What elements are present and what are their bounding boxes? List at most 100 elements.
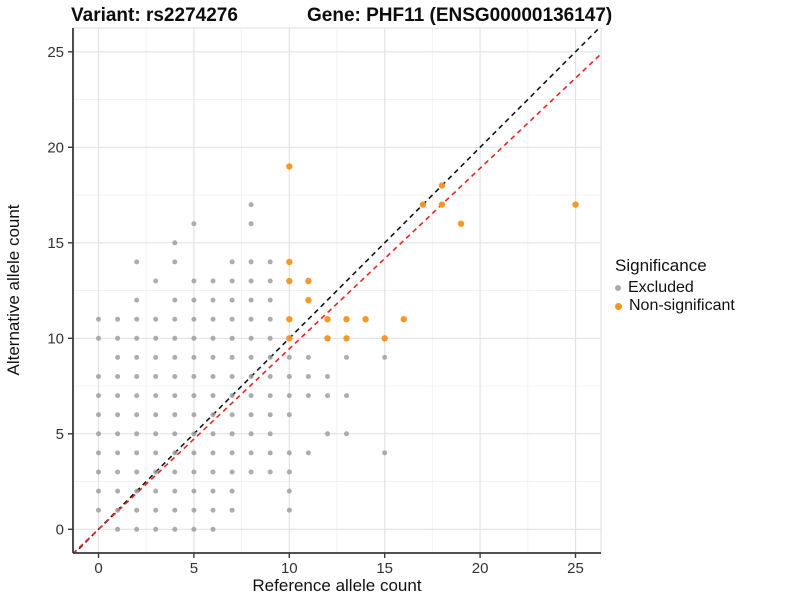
data-point xyxy=(267,259,273,265)
data-point xyxy=(172,412,178,418)
data-point xyxy=(172,335,178,341)
data-point xyxy=(305,296,312,304)
data-point xyxy=(191,412,197,418)
data-point xyxy=(210,431,216,437)
y-tick-label: 15 xyxy=(47,235,64,252)
data-point xyxy=(210,335,216,341)
data-point xyxy=(172,526,178,532)
data-point xyxy=(400,316,407,323)
data-point xyxy=(210,488,216,494)
data-point xyxy=(229,354,235,360)
data-point xyxy=(324,335,331,342)
data-point xyxy=(248,374,254,379)
data-point xyxy=(248,335,254,341)
data-point xyxy=(191,335,197,341)
data-point xyxy=(362,316,369,323)
data-point xyxy=(305,277,312,285)
data-point xyxy=(115,374,121,379)
data-point xyxy=(153,374,159,379)
data-point xyxy=(191,431,197,437)
data-point xyxy=(344,393,349,399)
x-tick-label: 10 xyxy=(281,560,298,577)
data-point xyxy=(248,316,254,322)
data-point xyxy=(96,469,101,475)
identity-line xyxy=(73,28,601,553)
data-point xyxy=(191,469,197,475)
data-point xyxy=(305,393,311,399)
data-point xyxy=(267,297,273,303)
data-point xyxy=(229,374,235,379)
data-point xyxy=(191,488,197,494)
data-point xyxy=(344,354,349,360)
data-point xyxy=(267,335,273,341)
data-point xyxy=(191,278,197,284)
x-tick-label: 15 xyxy=(376,560,393,577)
data-point xyxy=(115,469,121,475)
data-point xyxy=(96,488,101,494)
data-point xyxy=(248,221,254,227)
data-point xyxy=(325,393,330,399)
data-point xyxy=(267,431,273,437)
data-point xyxy=(286,335,293,342)
data-point xyxy=(134,507,140,513)
data-point xyxy=(153,488,159,494)
data-point xyxy=(191,374,197,379)
data-point xyxy=(134,526,140,532)
data-point xyxy=(172,431,178,437)
axes: 0 5 10 15 20 25 0 5 10 15 20 25 xyxy=(47,28,601,577)
data-point xyxy=(210,526,216,532)
x-tick-label: 25 xyxy=(567,560,584,577)
data-point xyxy=(172,354,178,360)
legend: Significance Excluded Non-significant xyxy=(615,256,735,315)
data-point xyxy=(153,354,159,360)
data-point xyxy=(248,202,254,208)
data-point xyxy=(286,316,293,323)
data-point xyxy=(134,412,140,418)
data-point xyxy=(229,335,235,341)
data-point xyxy=(115,354,121,360)
data-point xyxy=(172,450,178,456)
data-point xyxy=(115,488,121,494)
data-point xyxy=(286,277,293,285)
data-point xyxy=(134,374,140,379)
data-point xyxy=(229,259,235,265)
data-point xyxy=(210,450,216,456)
data-point xyxy=(286,258,293,266)
data-point xyxy=(229,393,235,399)
data-point xyxy=(172,316,178,322)
data-point xyxy=(96,412,101,418)
data-point xyxy=(115,450,121,456)
data-point xyxy=(191,450,197,456)
data-point xyxy=(248,297,254,303)
data-point xyxy=(153,335,159,341)
data-point xyxy=(153,431,159,437)
data-point xyxy=(248,450,254,456)
x-tick-label: 20 xyxy=(472,560,489,577)
data-point xyxy=(153,316,159,322)
data-point xyxy=(172,297,178,303)
data-point xyxy=(229,450,235,456)
data-point xyxy=(210,393,216,399)
series-non-significant xyxy=(286,163,579,342)
data-point xyxy=(438,201,446,208)
data-point xyxy=(153,393,159,399)
data-point xyxy=(457,220,465,227)
data-point xyxy=(172,393,178,399)
data-point xyxy=(381,335,388,342)
data-point xyxy=(134,393,140,399)
data-point xyxy=(153,469,159,475)
y-tick-label: 5 xyxy=(56,426,64,443)
data-point xyxy=(134,469,140,475)
data-point xyxy=(419,201,427,208)
excluded-dot-icon xyxy=(615,285,621,291)
y-tick-label: 10 xyxy=(47,331,64,348)
x-axis-title: Reference allele count xyxy=(252,576,421,595)
data-point xyxy=(286,374,292,379)
data-point xyxy=(229,316,235,322)
data-point xyxy=(191,297,197,303)
data-point xyxy=(172,240,178,246)
data-point xyxy=(191,526,197,532)
data-point xyxy=(305,450,311,456)
plot-title-variant: Variant: rs2274276 xyxy=(71,5,238,26)
data-point xyxy=(248,469,254,475)
